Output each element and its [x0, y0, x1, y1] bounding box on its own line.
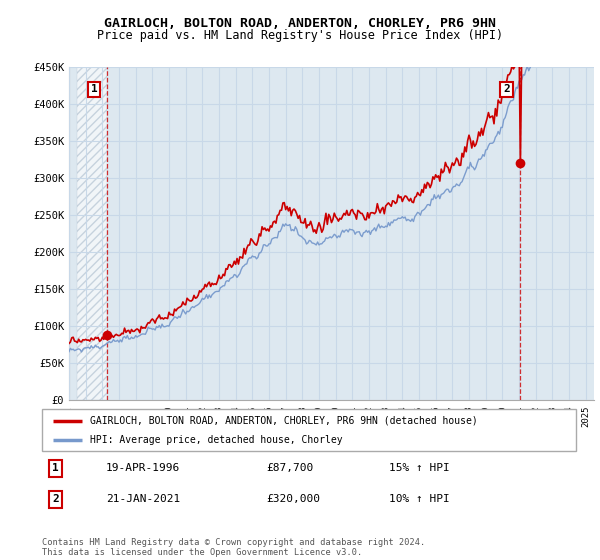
Text: Price paid vs. HM Land Registry's House Price Index (HPI): Price paid vs. HM Land Registry's House …: [97, 29, 503, 42]
Text: £87,700: £87,700: [266, 463, 314, 473]
Text: 15% ↑ HPI: 15% ↑ HPI: [389, 463, 450, 473]
FancyBboxPatch shape: [42, 409, 576, 451]
Text: 1: 1: [52, 463, 59, 473]
Text: 2: 2: [52, 494, 59, 505]
Bar: [77, 67, 107, 400]
Text: 19-APR-1996: 19-APR-1996: [106, 463, 181, 473]
Text: GAIRLOCH, BOLTON ROAD, ANDERTON, CHORLEY, PR6 9HN (detached house): GAIRLOCH, BOLTON ROAD, ANDERTON, CHORLEY…: [90, 416, 478, 426]
Text: 2: 2: [503, 85, 510, 95]
Text: HPI: Average price, detached house, Chorley: HPI: Average price, detached house, Chor…: [90, 435, 343, 445]
Text: GAIRLOCH, BOLTON ROAD, ANDERTON, CHORLEY, PR6 9HN: GAIRLOCH, BOLTON ROAD, ANDERTON, CHORLEY…: [104, 17, 496, 30]
Text: 21-JAN-2021: 21-JAN-2021: [106, 494, 181, 505]
Text: £320,000: £320,000: [266, 494, 320, 505]
Text: Contains HM Land Registry data © Crown copyright and database right 2024.
This d: Contains HM Land Registry data © Crown c…: [42, 538, 425, 557]
Text: 10% ↑ HPI: 10% ↑ HPI: [389, 494, 450, 505]
Text: 1: 1: [91, 85, 97, 95]
